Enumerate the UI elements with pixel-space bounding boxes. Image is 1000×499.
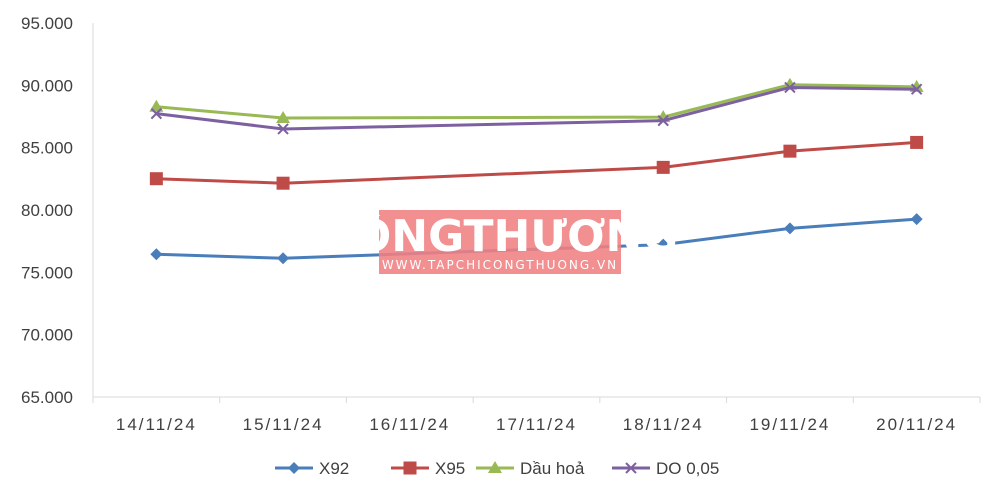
data-point-x95	[149, 172, 163, 186]
watermark-title: CÔNGTHƯƠNG	[322, 209, 679, 262]
legend-item-do-0-05: DO 0,05	[612, 459, 719, 478]
marker-stroke	[784, 81, 796, 94]
legend-label: Dầu hoả	[520, 459, 585, 478]
data-point-do-0-05	[150, 107, 163, 120]
legend-label: DO 0,05	[656, 459, 719, 478]
data-point-x92	[783, 222, 796, 235]
x-tick-label: 16/11/24	[369, 415, 450, 434]
data-point-x95	[656, 160, 670, 174]
y-tick-label: 95.000	[21, 14, 73, 33]
data-point-x92	[150, 248, 163, 261]
series-line-x95	[154, 140, 919, 185]
data-point-x95	[276, 176, 290, 190]
y-tick-label: 90.000	[21, 76, 73, 95]
y-tick-label: 75.000	[21, 263, 73, 282]
legend-item-x92: X92	[275, 459, 349, 478]
legend-marker	[288, 462, 300, 474]
legend-label: X95	[435, 459, 465, 478]
legend-marker	[625, 462, 637, 474]
data-point-x92	[277, 252, 290, 265]
legend-item-x95: X95	[391, 459, 465, 478]
watermark: CÔNGTHƯƠNG WWW.TAPCHICONGTHUONG.VN	[322, 209, 679, 274]
legend-marker	[403, 461, 417, 475]
x-tick-label: 17/11/24	[496, 415, 577, 434]
marker-stroke	[625, 462, 637, 474]
data-point-do-0-05	[277, 123, 289, 135]
legend: X92 X95 Dầu hoả DO 0,05	[275, 459, 719, 478]
y-axis: 65.000 70.000 75.000 80.000 85.000 90.000 95.0…	[21, 14, 94, 407]
x-tick-label: 15/11/24	[243, 415, 324, 434]
data-point-do-0-05	[910, 83, 923, 95]
y-tick-label: 70.000	[21, 326, 73, 345]
x-tick-label: 14/11/24	[116, 415, 197, 434]
data-point-x92	[657, 238, 670, 251]
x-tick-label: 18/11/24	[623, 415, 704, 434]
data-point-x95	[783, 144, 797, 158]
watermark-background	[379, 210, 621, 274]
marker-stroke	[910, 83, 923, 95]
y-tick-label: 85.000	[21, 139, 73, 158]
marker-stroke	[277, 123, 289, 135]
x-tick-label: 20/11/24	[876, 415, 957, 434]
x-tick-label: 19/11/24	[749, 415, 830, 434]
data-point-do-0-05	[657, 114, 669, 127]
marker-stroke	[150, 107, 163, 120]
y-tick-label: 65.000	[21, 388, 73, 407]
legend-label: X92	[319, 459, 349, 478]
legend-marker	[488, 461, 502, 473]
legend-item-d-u-ho: Dầu hoả	[476, 459, 585, 478]
data-point-x92	[910, 213, 923, 226]
y-tick-label: 80.000	[21, 201, 73, 220]
data-point-x95	[910, 135, 924, 149]
data-point-d-u-ho	[276, 110, 291, 123]
series-line-d-u-ho	[154, 83, 919, 120]
data-point-do-0-05	[784, 81, 796, 94]
series-line-do-0-05	[154, 85, 919, 131]
x-axis: 14/11/24 15/11/24 16/11/24 17/11/24 18/11/24…	[92, 396, 981, 434]
marker-stroke	[657, 114, 669, 127]
series-layer	[149, 77, 924, 265]
watermark-url: WWW.TAPCHICONGTHUONG.VN	[382, 258, 618, 272]
